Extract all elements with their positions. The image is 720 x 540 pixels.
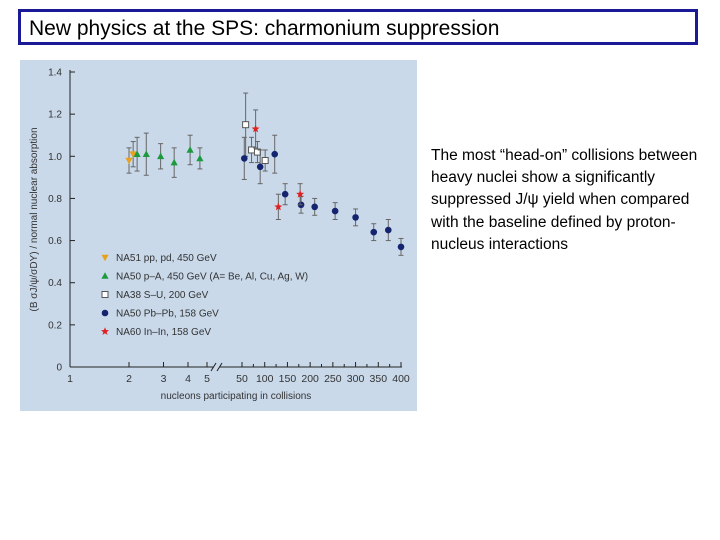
x-tick-label: 300	[347, 373, 365, 385]
data-point	[125, 157, 133, 165]
data-point	[186, 146, 194, 153]
legend-marker	[101, 254, 109, 262]
slide-title-box: New physics at the SPS: charmonium suppr…	[18, 9, 698, 45]
x-tick-label: 250	[324, 373, 342, 385]
x-tick-label: 3	[161, 373, 167, 385]
legend-marker	[101, 272, 109, 279]
data-point	[370, 228, 378, 236]
data-point	[296, 190, 305, 198]
data-point	[242, 121, 250, 129]
slide-title: New physics at the SPS: charmonium suppr…	[29, 17, 500, 40]
data-point	[331, 207, 339, 215]
data-point	[271, 150, 279, 158]
y-tick-label: 0.4	[48, 278, 62, 289]
data-point	[142, 150, 150, 157]
axis-break-mark	[210, 362, 217, 372]
y-axis-label: (B σJ/ψ/σDY) / normal nuclear absorption	[29, 128, 40, 312]
y-tick-label: 0.8	[48, 194, 62, 205]
data-point	[311, 203, 318, 211]
x-tick-label: 150	[279, 373, 297, 385]
x-tick-label: 350	[370, 373, 388, 385]
x-tick-label: 50	[236, 373, 248, 385]
legend-marker	[101, 291, 109, 298]
data-point	[170, 158, 178, 166]
chart-svg: 0 0.2 0.4 0.6 0.8 1.0 1.2 1.4 1 2 3 4 5 50 100 150 200 25…	[29, 68, 410, 403]
legend-label: NA50 p–A, 450 GeV (A= Be, Al, Cu, Ag, W)	[116, 272, 308, 283]
y-tick-label: 1.2	[48, 110, 62, 121]
data-point	[157, 152, 165, 160]
data-point	[240, 155, 248, 162]
data-point	[133, 150, 141, 157]
data-point	[352, 214, 359, 221]
legend-label: NA51 pp, pd, 450 GeV	[116, 253, 217, 264]
x-tick-label: 1	[67, 373, 73, 385]
data-point	[397, 243, 405, 251]
y-tick-label: 1.4	[48, 68, 62, 79]
legend-marker	[101, 327, 109, 335]
slide-caption: The most “head-on” collisions between he…	[431, 147, 698, 253]
data-point	[129, 151, 137, 158]
x-tick-label: 200	[301, 373, 319, 385]
x-tick-label: 100	[256, 373, 274, 385]
data-point	[251, 124, 260, 133]
chart-figure: 0 0.2 0.4 0.6 0.8 1.0 1.2 1.4 1 2 3 4 5 50 100 150 200 25…	[20, 60, 417, 411]
data-point	[384, 226, 392, 234]
data-point	[196, 154, 204, 162]
x-tick-label: 400	[392, 373, 410, 385]
data-point	[261, 157, 269, 164]
data-point	[256, 163, 264, 171]
x-tick-label: 4	[185, 373, 191, 385]
legend-label: NA60 In–In, 158 GeV	[116, 327, 211, 338]
y-tick-label: 0.2	[48, 320, 62, 331]
data-point	[274, 202, 283, 211]
legend-marker	[101, 309, 109, 317]
legend-label: NA50 Pb–Pb, 158 GeV	[116, 309, 219, 320]
x-axis-label: nucleons participating in collisions	[161, 391, 312, 402]
y-tick-label: 0	[56, 363, 62, 374]
y-tick-label: 1.0	[48, 152, 62, 163]
axis-break-mark	[216, 362, 223, 372]
x-tick-label: 5	[204, 373, 210, 385]
data-point	[281, 190, 289, 198]
legend-label: NA38 S–U, 200 GeV	[116, 290, 209, 301]
x-tick-label: 2	[126, 373, 132, 385]
y-tick-label: 0.6	[48, 236, 62, 247]
